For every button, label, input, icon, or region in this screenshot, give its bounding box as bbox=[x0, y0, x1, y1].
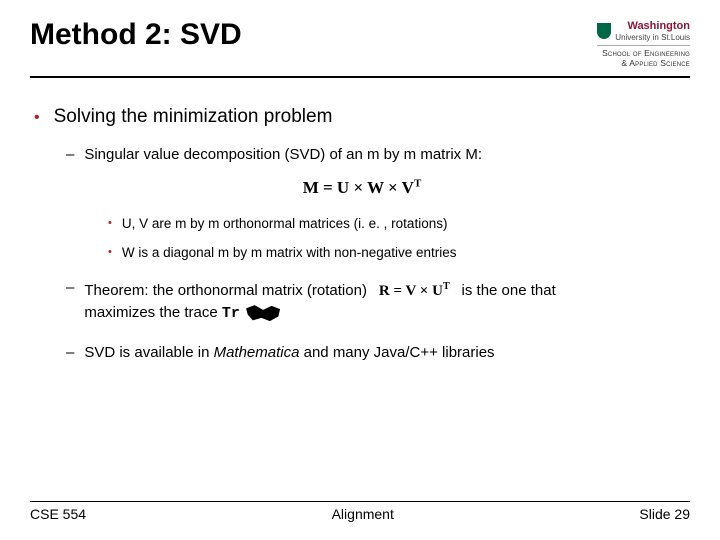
logo-sub: University in St.Louis bbox=[615, 33, 690, 43]
theorem-equation: R = V × UT bbox=[371, 283, 457, 299]
bullet-icon: • bbox=[108, 245, 112, 260]
slide-footer: CSE 554 Alignment Slide 29 bbox=[30, 501, 690, 522]
dash-icon: – bbox=[66, 344, 74, 361]
theorem-pre: Theorem: the orthonormal matrix (rotatio… bbox=[84, 282, 367, 299]
bullet-icon: • bbox=[34, 106, 40, 128]
svd-equation: M = U × W × VT bbox=[34, 177, 690, 198]
logo-school: School of Engineering & Applied Science bbox=[597, 45, 690, 68]
footer-right: Slide 29 bbox=[639, 506, 690, 522]
bullet-l2-theorem: – Theorem: the orthonormal matrix (rotat… bbox=[66, 279, 690, 326]
dash-icon: – bbox=[66, 146, 74, 163]
dash-icon: – bbox=[66, 279, 74, 326]
footer-rule bbox=[30, 501, 690, 502]
bullet-l3-uv: • U, V are m by m orthonormal matrices (… bbox=[108, 216, 690, 231]
bullet-l1: • Solving the minimization problem bbox=[34, 106, 690, 128]
svd-intro: Singular value decomposition (SVD) of an… bbox=[84, 146, 482, 163]
footer-center: Alignment bbox=[332, 506, 394, 522]
w-note: W is a diagonal m by m matrix with non-n… bbox=[122, 245, 457, 260]
slide-title: Method 2: SVD bbox=[30, 18, 242, 51]
trace-arg-icon bbox=[246, 305, 280, 321]
university-logo: Washington University in St.Louis School… bbox=[597, 18, 690, 68]
logo-name: Washington bbox=[615, 20, 690, 33]
l1-text: Solving the minimization problem bbox=[54, 106, 333, 128]
slide-content: • Solving the minimization problem – Sin… bbox=[30, 78, 690, 360]
bullet-l3-w: • W is a diagonal m by m matrix with non… bbox=[108, 245, 690, 260]
bullet-l2-availability: – SVD is available in Mathematica and ma… bbox=[66, 344, 690, 361]
trace-symbol: Tr bbox=[222, 305, 240, 322]
shield-icon bbox=[597, 23, 611, 39]
bullet-l2-svd: – Singular value decomposition (SVD) of … bbox=[66, 146, 690, 163]
bullet-icon: • bbox=[108, 216, 112, 231]
theorem-line2: maximizes the trace bbox=[84, 304, 217, 321]
availability-text: SVD is available in Mathematica and many… bbox=[84, 344, 494, 361]
footer-left: CSE 554 bbox=[30, 506, 86, 522]
uv-note: U, V are m by m orthonormal matrices (i.… bbox=[122, 216, 448, 231]
theorem-post: is the one that bbox=[462, 282, 556, 299]
